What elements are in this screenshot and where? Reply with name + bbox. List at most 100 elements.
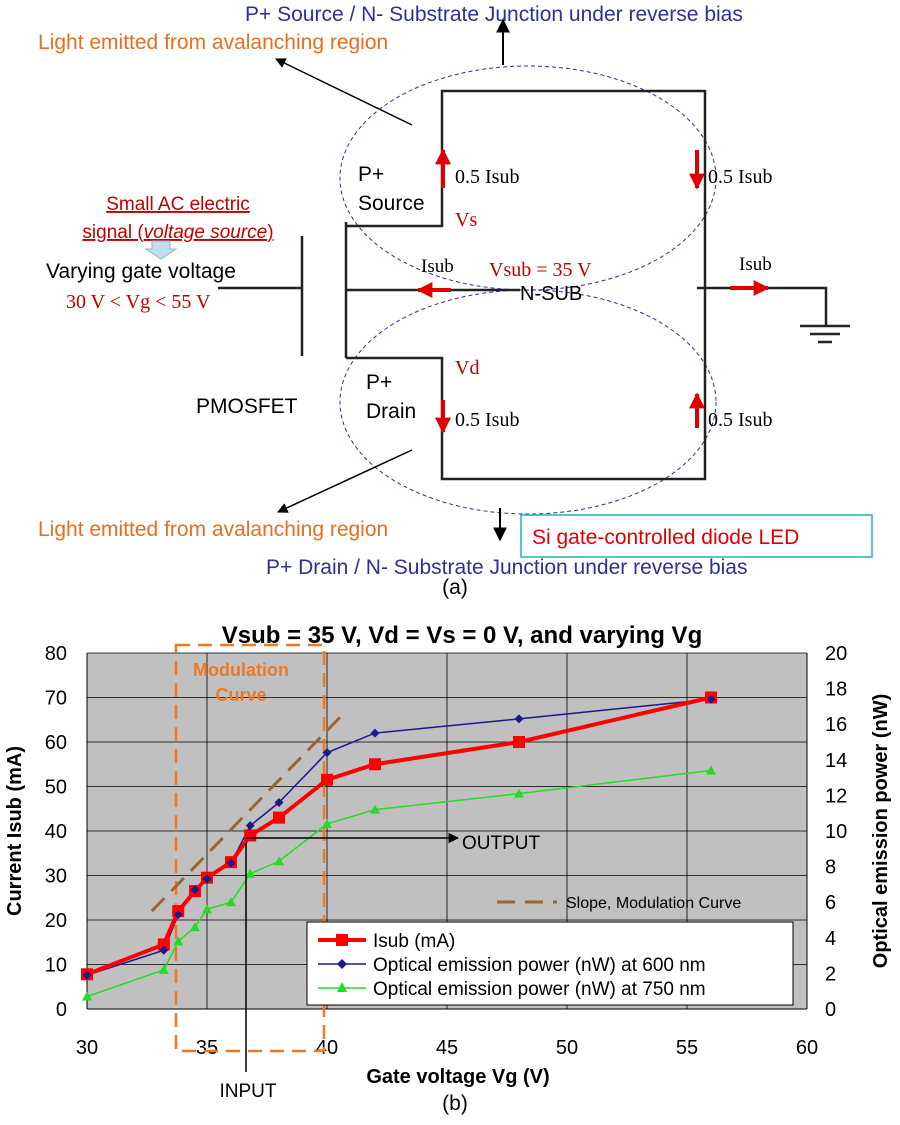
vg-range-label: 30 V < Vg < 55 V [66, 291, 211, 313]
x-tick-label: 30 [76, 1037, 98, 1059]
circuit-wires [218, 89, 850, 481]
y2-tick-label: 20 [825, 643, 847, 665]
x-tick-label: 55 [676, 1037, 698, 1059]
source-label-line2: Source [358, 192, 425, 215]
y2-tick-label: 0 [825, 999, 836, 1021]
slope-legend-label: Slope, Modulation Curve [566, 895, 741, 912]
y-tick-label: 80 [45, 643, 67, 665]
light-emitted-top-label: Light emitted from avalanching region [38, 31, 388, 54]
emission-750nm-point [274, 856, 284, 866]
varying-gate-label: Varying gate voltage [46, 260, 236, 283]
y-tick-label: 70 [45, 688, 67, 710]
isub-point [369, 758, 381, 771]
emission-600nm-point [190, 885, 200, 895]
y2-tick-label: 14 [825, 750, 847, 772]
emission-750nm-point [514, 788, 524, 798]
drain-junction-ellipse [339, 289, 717, 515]
emission-750nm-point [370, 804, 380, 814]
vs-label: Vs [455, 209, 477, 231]
x-tick-label: 60 [796, 1037, 818, 1059]
x-tick-label: 35 [196, 1037, 218, 1059]
legend-item-750nm: Optical emission power (nW) at 750 nm [318, 979, 706, 1000]
isub-point [513, 736, 525, 748]
caption-b: (b) [442, 1092, 468, 1115]
diode-led-label: Si gate-controlled diode LED [532, 526, 799, 549]
emission-600nm-point [322, 748, 332, 758]
modulation-curve-box [174, 643, 326, 1053]
y2-tick-label: 2 [825, 963, 836, 985]
bottom-diagonal-arrow [277, 449, 413, 513]
half-isub-drain: 0.5 Isub [455, 409, 519, 431]
emission-600nm-point [370, 728, 380, 738]
series-markers [81, 691, 717, 1001]
half-isub-right-top: 0.5 Isub [708, 166, 772, 188]
y2-tick-label: 18 [825, 679, 847, 701]
emission-600nm-point [159, 945, 169, 955]
chart-title: Vsub = 35 V, Vd = Vs = 0 V, and varying … [222, 622, 702, 649]
emission-750nm-point [202, 904, 212, 914]
top-diagonal-arrow [275, 58, 413, 126]
emission-600nm-point [226, 858, 236, 868]
y-tick-label: 30 [45, 866, 67, 888]
isub-point [157, 938, 170, 951]
emission-750nm-point [706, 765, 716, 775]
emission-750nm-point [82, 991, 92, 1001]
modulation-curve-label-1: Modulation [193, 660, 289, 680]
diode-led-box [520, 514, 873, 558]
y-tick-label: 40 [45, 821, 67, 843]
figure-b-chart: Vsub = 35 V, Vd = Vs = 0 V, and varying … [4, 622, 892, 1115]
current-arrows [416, 148, 770, 434]
isub-label-right: Isub [739, 254, 772, 275]
top-junction-label: P+ Source / N- Substrate Junction under … [245, 3, 743, 26]
y2-tick-label: 4 [825, 928, 836, 950]
y-tick-labels: 0 10 20 30 40 50 60 70 80 [45, 643, 67, 1021]
emission-750nm-point [190, 922, 200, 932]
legend-item-isub: Isub (mA) [318, 931, 455, 952]
y2-axis-label: Optical emission power (nW) [870, 694, 892, 968]
emission-750nm-point [173, 936, 184, 946]
down-arrow-icon [144, 240, 178, 260]
y-tick-label: 20 [45, 910, 67, 932]
bottom-junction-label: P+ Drain / N- Substrate Junction under r… [266, 556, 747, 579]
x-tick-label: 40 [316, 1037, 338, 1059]
drain-label-line1: P+ [366, 371, 392, 394]
x-tick-labels: 30 35 40 45 50 55 60 [76, 1037, 818, 1059]
y-tick-label: 0 [56, 999, 67, 1021]
y-tick-label: 60 [45, 732, 67, 754]
pmosfet-label: PMOSFET [196, 395, 298, 418]
x-axis-label: Gate voltage Vg (V) [366, 1066, 549, 1088]
ac-signal-line2: signal (voltage source) [82, 222, 273, 243]
y-tick-label: 10 [45, 955, 67, 977]
vd-label: Vd [455, 357, 479, 379]
y2-tick-label: 8 [825, 857, 836, 879]
nsub-label: N-SUB [520, 283, 582, 305]
legend-isub-marker [336, 934, 348, 946]
drain-label-line2: Drain [366, 400, 416, 423]
legend-750nm-marker [337, 982, 347, 992]
emission-600nm-point [173, 910, 183, 920]
y2-tick-label: 12 [825, 785, 847, 807]
x-tick-label: 45 [436, 1037, 458, 1059]
isub-point [321, 773, 333, 786]
light-emitted-bottom-label: Light emitted from avalanching region [38, 518, 388, 541]
slope-modulation-line [150, 709, 348, 913]
emission-600nm-point [706, 694, 716, 704]
y2-tick-label: 16 [825, 714, 847, 736]
y-tick-label: 50 [45, 777, 67, 799]
series-750nm-line [86, 769, 712, 998]
y2-tick-label: 10 [825, 821, 847, 843]
emission-600nm-point [202, 874, 212, 884]
x-tick-label: 50 [556, 1037, 578, 1059]
isub-point [244, 829, 257, 842]
legend-item-600nm: Optical emission power (nW) at 600 nm [318, 955, 706, 976]
legend-600nm-marker [337, 959, 347, 969]
figure-a-diagram: P+ Source / N- Substrate Junction under … [38, 3, 873, 599]
half-isub-source: 0.5 Isub [455, 166, 519, 188]
y-axis-label: Current Isub (mA) [4, 746, 26, 916]
source-label-line1: P+ [358, 163, 384, 186]
emission-600nm-point [82, 970, 92, 980]
emission-600nm-point [245, 821, 255, 831]
legend-isub-label: Isub (mA) [373, 931, 455, 952]
isub-point [273, 811, 285, 824]
ac-signal-line1: Small AC electric [106, 194, 250, 215]
